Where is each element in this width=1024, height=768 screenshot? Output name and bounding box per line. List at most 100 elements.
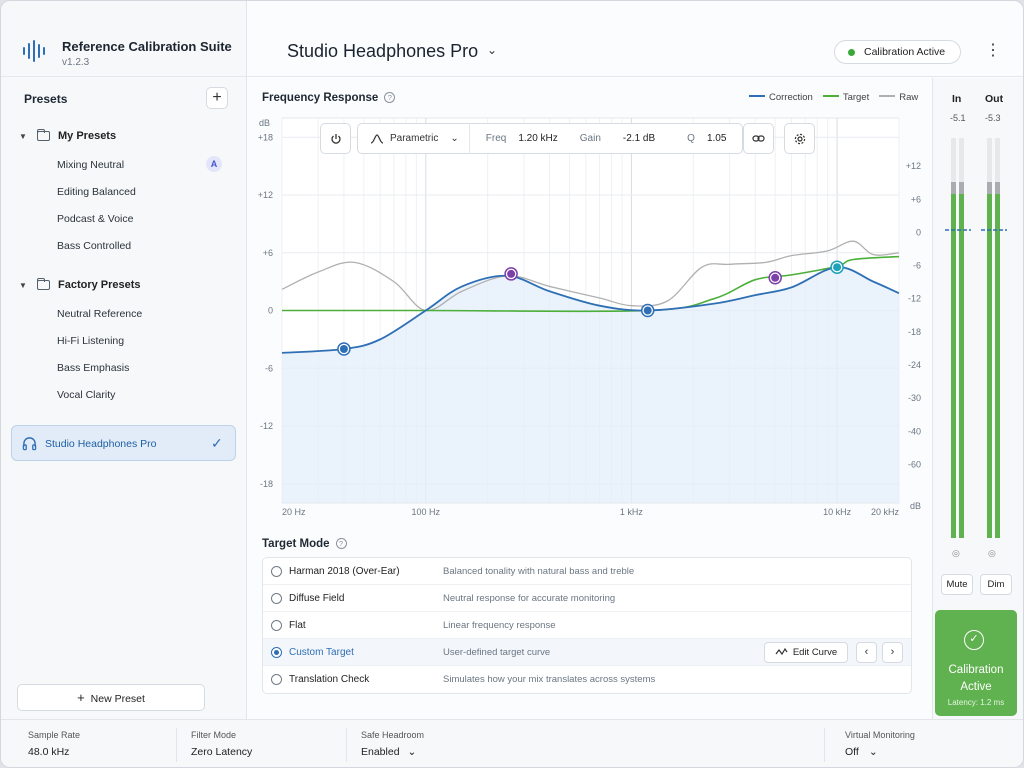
latency-label: Latency: 1.2 ms xyxy=(947,698,1005,707)
y-tick-label-left: -12 xyxy=(260,421,273,431)
checkmark-icon: ✓ xyxy=(211,435,223,451)
eq-toolbar: Parametric ⌄ Freq 1.20 kHz Gain -2.1 dB … xyxy=(320,123,816,154)
link-icon xyxy=(752,135,766,142)
y-tick-label-right: -60 xyxy=(908,460,921,470)
power-button[interactable] xyxy=(320,123,351,154)
folder-icon xyxy=(37,129,50,141)
frequency-response-title: Frequency Response? xyxy=(262,92,396,104)
legend-label: Target xyxy=(842,92,870,103)
chevron-down-icon: ⌄ xyxy=(407,746,417,758)
settings-button[interactable] xyxy=(784,123,816,154)
group-my-presets[interactable]: ▼ My Presets xyxy=(19,127,116,145)
preset-item[interactable]: Vocal Clarity xyxy=(57,389,116,401)
target-option-custom[interactable]: Custom Target User-defined target curve … xyxy=(263,639,911,666)
output-meter-label: Out xyxy=(985,93,1004,105)
headroom-value: Enabled xyxy=(361,746,400,758)
dim-button[interactable]: Dim xyxy=(980,574,1012,595)
status-pill[interactable]: Calibration Active xyxy=(834,40,961,64)
chevron-down-icon: ⌄ xyxy=(868,746,878,758)
input-meter-fill xyxy=(959,194,964,538)
curve-icon xyxy=(775,647,788,656)
sample-rate-label: Sample Rate xyxy=(28,730,81,740)
frequency-response-chart[interactable]: +18 +12 +6 0 -6 -12 -18 dB +12 +6 0 -6 -12 -18 -24 -30 -… xyxy=(247,108,932,518)
frequency-response-panel: Frequency Response? Correction Target Ra… xyxy=(247,78,932,719)
eq-parameters: Parametric ⌄ Freq 1.20 kHz Gain -2.1 dB … xyxy=(357,123,744,154)
freq-value[interactable]: 1.20 kHz xyxy=(518,133,558,144)
gain-value[interactable]: -2.1 dB xyxy=(622,133,656,144)
legend-target: Target xyxy=(822,92,870,103)
target-option-diffuse[interactable]: Diffuse Field Neutral response for accur… xyxy=(263,585,911,612)
target-option-desc: Linear frequency response xyxy=(443,620,556,631)
radio-button[interactable] xyxy=(271,566,282,577)
edit-curve-button[interactable]: Edit Curve xyxy=(764,642,848,663)
eq-control-point-core xyxy=(833,263,842,272)
prev-button[interactable]: ‹ xyxy=(856,642,877,663)
next-button[interactable]: › xyxy=(882,642,903,663)
target-mode-title: Target Mode? xyxy=(262,538,347,550)
preset-item[interactable]: Bass Emphasis xyxy=(57,362,130,374)
radio-button-selected[interactable] xyxy=(271,647,282,658)
radio-button[interactable] xyxy=(271,620,282,631)
headroom-select[interactable]: Enabled ⌄ xyxy=(361,746,416,758)
link-icon[interactable]: ◎ xyxy=(952,548,960,558)
device-selector[interactable]: Studio Headphones Pro xyxy=(287,41,479,61)
edit-curve-label: Edit Curve xyxy=(792,647,838,658)
chevron-down-icon[interactable]: ⌄ xyxy=(487,43,498,57)
plus-icon: + xyxy=(77,690,85,705)
group-factory-presets[interactable]: ▼ Factory Presets xyxy=(19,276,141,294)
new-preset-button[interactable]: + New Preset xyxy=(17,684,205,711)
info-icon[interactable]: ? xyxy=(384,92,396,103)
q-value[interactable]: 1.05 xyxy=(706,133,727,144)
waveform-logo-icon xyxy=(23,40,45,62)
chevron-down-icon[interactable]: ⌄ xyxy=(450,133,459,144)
mute-button[interactable]: Mute xyxy=(941,574,973,595)
target-option-name: Diffuse Field xyxy=(289,593,345,604)
y-tick-label-right: +12 xyxy=(906,161,921,171)
filter-mode-value[interactable]: Zero Latency xyxy=(191,746,253,758)
link-icon[interactable]: ◎ xyxy=(988,548,996,558)
frequency-response-title-text: Frequency Response xyxy=(262,92,379,104)
chart-legend: Correction Target Raw xyxy=(749,92,918,103)
more-menu-icon[interactable]: ⋮ xyxy=(985,42,1001,59)
preset-item[interactable]: Bass Controlled xyxy=(57,240,132,252)
presets-heading: Presets xyxy=(24,92,68,106)
preset-item[interactable]: Editing Balanced xyxy=(57,186,136,198)
info-icon[interactable]: ? xyxy=(335,538,347,549)
legend-correction: Correction xyxy=(749,92,813,103)
preset-item[interactable]: Neutral Reference xyxy=(57,308,143,320)
target-option-translation[interactable]: Translation Check Simulates how your mix… xyxy=(263,666,911,693)
target-option-flat[interactable]: Flat Linear frequency response xyxy=(263,612,911,639)
power-icon xyxy=(330,133,341,144)
preset-item[interactable]: Mixing Neutral xyxy=(57,159,125,171)
virtual-monitoring-value: Off xyxy=(845,746,859,758)
preset-item[interactable]: Hi-Fi Listening xyxy=(57,335,125,347)
target-option-desc: User-defined target curve xyxy=(443,647,551,658)
input-meter-value: -5.1 xyxy=(950,113,966,123)
radio-button[interactable] xyxy=(271,674,282,685)
group-label: My Presets xyxy=(58,130,117,142)
target-mode-title-text: Target Mode xyxy=(262,538,330,550)
target-option-harman[interactable]: Harman 2018 (Over-Ear) Balanced tonality… xyxy=(263,558,911,585)
folder-icon xyxy=(37,278,50,290)
legend-raw: Raw xyxy=(879,92,918,103)
sidebar: Reference Calibration Suite v1.2.3 Prese… xyxy=(1,1,247,719)
eq-control-point-core xyxy=(771,273,780,282)
x-tick-label: 20 kHz xyxy=(871,507,900,517)
headphones-icon xyxy=(22,437,37,451)
input-meter-peak xyxy=(951,182,956,194)
calibration-status-card[interactable]: ✓ Calibration Active Latency: 1.2 ms xyxy=(935,610,1017,716)
headroom-label: Safe Headroom xyxy=(361,730,425,740)
add-preset-button[interactable]: + xyxy=(206,87,228,109)
y-tick-label-right: 0 xyxy=(916,227,921,237)
correction-fill xyxy=(282,267,899,503)
virtual-monitoring-select[interactable]: Off ⌄ xyxy=(845,746,878,758)
radio-button[interactable] xyxy=(271,593,282,604)
selected-preset-item[interactable]: Studio Headphones Pro ✓ xyxy=(11,425,236,461)
status-bar: Sample Rate 48.0 kHz Filter Mode Zero La… xyxy=(1,719,1023,767)
preset-item[interactable]: Podcast & Voice xyxy=(57,213,134,225)
y-tick-label-left: +18 xyxy=(258,132,273,142)
status-dot-icon xyxy=(848,49,855,56)
filter-type-select[interactable]: Parametric xyxy=(390,133,439,144)
y-axis-unit: dB xyxy=(259,118,270,128)
link-button[interactable] xyxy=(743,123,775,154)
